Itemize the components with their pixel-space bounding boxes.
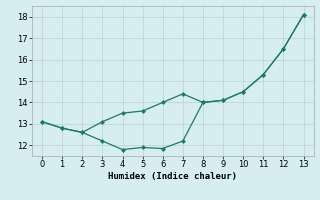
X-axis label: Humidex (Indice chaleur): Humidex (Indice chaleur) (108, 172, 237, 181)
